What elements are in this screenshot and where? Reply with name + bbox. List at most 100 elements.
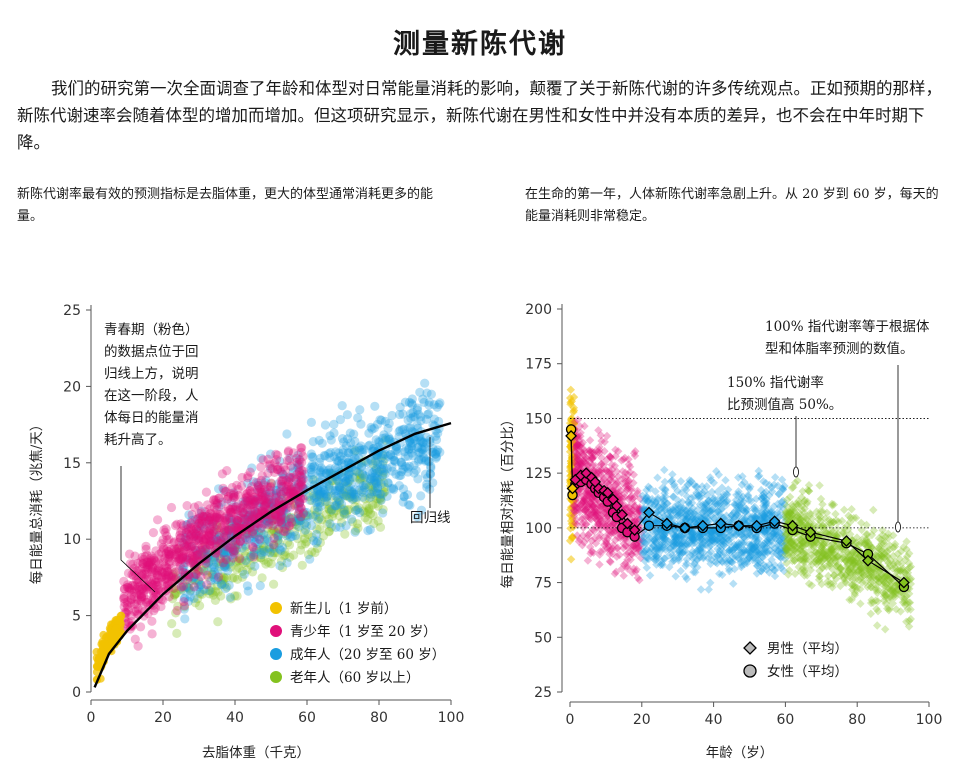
scatter-point: [288, 519, 298, 530]
scatter-point: [278, 493, 288, 504]
scatter-point: [191, 585, 201, 596]
scatter-point: [254, 544, 265, 555]
scatter-point: [196, 546, 206, 556]
scatter-point: [264, 499, 274, 509]
scatter-point: [320, 420, 330, 430]
scatter-point: [249, 545, 259, 556]
scatter-point: [220, 557, 230, 568]
scatter-point: [204, 572, 214, 582]
scatter-point: [245, 534, 256, 544]
scatter-point: [232, 591, 242, 601]
scatter-point: [315, 524, 325, 534]
scatter-point: [339, 485, 349, 495]
scatter-point: [286, 512, 296, 522]
scatter-point: [303, 529, 313, 540]
x-tick-label: 40: [705, 712, 723, 728]
scatter-point: [196, 506, 207, 516]
scatter-point: [195, 551, 205, 561]
scatter-point: [379, 478, 389, 488]
scatter-point: [273, 527, 283, 537]
scatter-point: [379, 467, 389, 477]
scatter-point: [307, 532, 317, 542]
scatter-point: [316, 463, 326, 473]
scatter-point: [353, 523, 363, 533]
scatter-point: [337, 517, 347, 528]
scatter-point: [341, 521, 351, 531]
scatter-point: [231, 545, 241, 556]
scatter-point: [322, 496, 332, 506]
scatter-point: [245, 510, 255, 520]
scatter-point: [187, 515, 197, 525]
scatter-point: [340, 473, 350, 483]
scatter-point: [327, 511, 337, 522]
scatter-point: [252, 522, 262, 533]
scatter-point: [188, 555, 198, 565]
scatter-point: [357, 447, 368, 457]
scatter-point: [182, 583, 193, 593]
scatter-point: [235, 521, 245, 531]
scatter-point: [251, 544, 262, 554]
scatter-point: [322, 491, 332, 501]
scatter-point: [238, 558, 248, 568]
scatter-point: [312, 524, 322, 534]
scatter-point: [337, 499, 347, 509]
scatter-point: [295, 513, 305, 523]
scatter-point: [326, 447, 336, 458]
scatter-point: [219, 580, 229, 590]
scatter-point: [239, 508, 249, 519]
scatter-point: [321, 469, 331, 479]
scatter-point: [360, 471, 370, 481]
scatter-point: [315, 537, 325, 548]
scatter-point: [234, 563, 244, 573]
scatter-point: [381, 435, 391, 445]
scatter-point: [345, 467, 355, 477]
scatter-point: [312, 490, 322, 500]
scatter-point: [214, 558, 224, 568]
scatter-point: [249, 529, 259, 539]
scatter-point: [299, 508, 309, 519]
scatter-point: [420, 456, 431, 466]
scatter-point: [326, 491, 336, 501]
scatter-point: [170, 590, 180, 600]
scatter-point: [179, 604, 189, 614]
scatter-point: [332, 500, 342, 510]
scatter-point: [307, 547, 317, 557]
scatter-point: [379, 487, 389, 497]
scatter-point: [258, 545, 268, 555]
y-tick-label: 125: [525, 466, 552, 482]
scatter-point: [341, 509, 351, 519]
scatter-point: [285, 532, 295, 542]
scatter-point: [171, 588, 181, 599]
scatter-point: [204, 557, 214, 568]
scatter-point: [283, 538, 293, 548]
scatter-point: [316, 497, 326, 507]
scatter-point: [194, 580, 204, 590]
scatter-point: [332, 502, 342, 512]
scatter-point: [364, 503, 374, 513]
scatter-point: [291, 499, 301, 509]
scatter-point: [280, 550, 290, 560]
scatter-point: [322, 492, 332, 502]
scatter-point: [205, 586, 215, 596]
scatter-point: [671, 572, 680, 581]
scatter-point: [219, 557, 229, 567]
scatter-point: [262, 547, 272, 557]
scatter-point: [277, 517, 287, 527]
scatter-point: [340, 509, 350, 519]
scatter-point: [297, 560, 307, 570]
scatter-point: [375, 493, 385, 503]
scatter-point: [269, 526, 279, 536]
scatter-point: [262, 523, 272, 533]
scatter-point: [319, 485, 329, 496]
scatter-point: [418, 444, 428, 455]
scatter-point: [271, 528, 281, 538]
scatter-point: [595, 560, 604, 569]
scatter-point: [167, 584, 177, 594]
scatter-point: [363, 507, 373, 517]
scatter-point: [268, 515, 278, 526]
scatter-point: [313, 486, 323, 496]
scatter-point: [230, 542, 241, 552]
scatter-point: [346, 489, 357, 499]
scatter-point: [176, 585, 186, 595]
scatter-point: [178, 582, 189, 593]
